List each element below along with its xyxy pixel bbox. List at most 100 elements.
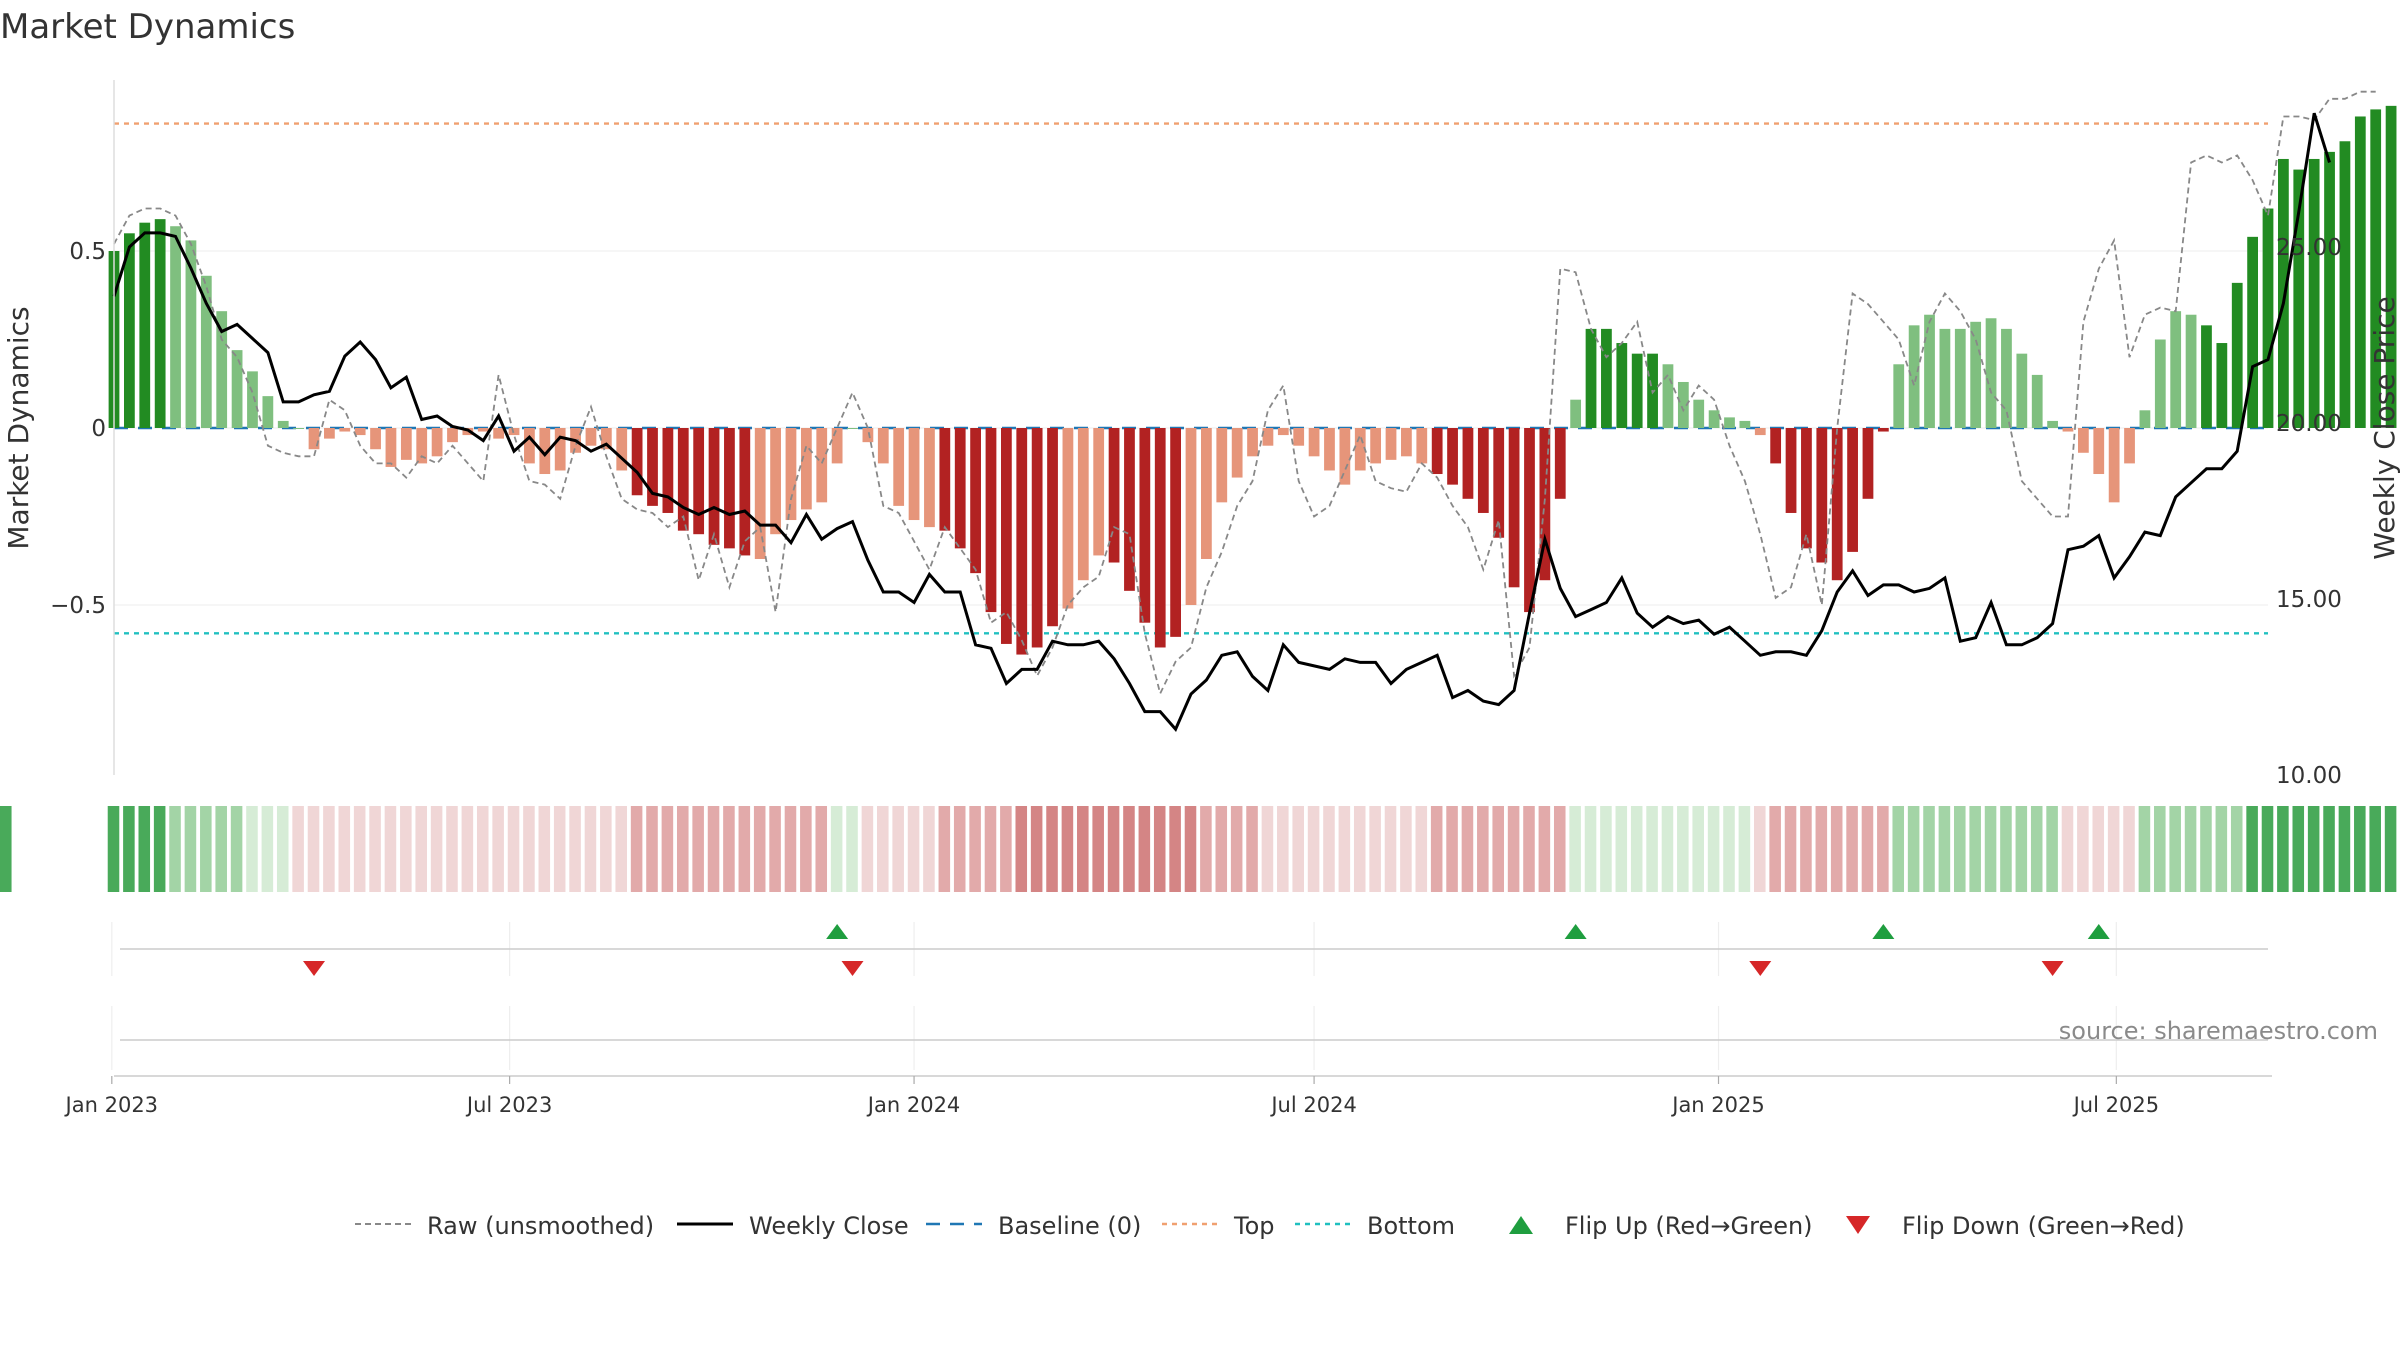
dynamics-bar [1616, 343, 1628, 428]
dynamics-bar [2170, 311, 2182, 428]
state-cell [1769, 806, 1781, 892]
y2-tick-label: 10.00 [2276, 763, 2342, 789]
legend: Raw (unsmoothed) Weekly Close Baseline (0)… [355, 1212, 2185, 1240]
state-cell [1477, 806, 1489, 892]
x-tick-label: Jan 2025 [1670, 1093, 1765, 1117]
dynamics-bar [1262, 428, 1274, 446]
dynamics-bar [1047, 428, 1058, 627]
state-cell [1384, 806, 1397, 892]
state-cell [1446, 806, 1458, 892]
dynamics-bar [447, 428, 458, 443]
dynamics-bar [1077, 428, 1089, 581]
state-cell [1615, 806, 1628, 892]
dynamics-bar [1877, 428, 1889, 432]
state-cell [1169, 806, 1181, 892]
flip-up-marker [1872, 924, 1895, 939]
x-tick-label: Jul 2025 [2072, 1093, 2159, 1117]
state-cell [830, 806, 843, 892]
dynamics-bar [1524, 428, 1535, 613]
dynamics-bar [1431, 428, 1443, 475]
state-cell [1430, 806, 1443, 892]
state-cell [1400, 806, 1412, 892]
dynamics-bar [216, 311, 228, 428]
dynamics-bar [277, 420, 289, 428]
dynamics-bar [1662, 364, 1674, 428]
dynamics-bar [1493, 428, 1505, 538]
dynamics-bar [339, 428, 351, 432]
state-cell [800, 806, 812, 892]
dynamics-bar [2339, 141, 2351, 428]
state-cell [338, 806, 351, 892]
flip-down-marker [303, 961, 326, 976]
state-cell [969, 806, 981, 892]
state-cell [1861, 806, 1874, 892]
x-tick-label: Jan 2024 [866, 1093, 961, 1117]
state-cell [0, 806, 12, 892]
state-cell [153, 806, 166, 892]
dynamics-bar [1201, 428, 1212, 559]
state-cell [1277, 806, 1289, 892]
dynamics-bar [893, 428, 905, 506]
state-cell [1938, 806, 1951, 892]
dynamics-bar [1801, 428, 1812, 549]
dynamics-bar [231, 350, 243, 428]
legend-label-close: Weekly Close [749, 1212, 909, 1240]
state-cell [553, 806, 566, 892]
dynamics-bar [2001, 328, 2012, 428]
state-cell [2123, 806, 2135, 892]
state-cell [1492, 806, 1504, 892]
dynamics-bar [2185, 314, 2197, 428]
dynamics-bar [1401, 428, 1412, 457]
state-cell [1538, 806, 1551, 892]
bar-series [108, 105, 2397, 655]
state-cell [1677, 806, 1689, 892]
dynamics-bar [1124, 428, 1135, 591]
y2-tick-label: 20.00 [2276, 411, 2342, 437]
state-cell [861, 806, 874, 892]
state-cell [1800, 806, 1812, 892]
state-cell [2384, 806, 2397, 892]
state-cell [1600, 806, 1612, 892]
flip-up-marker [1564, 924, 1587, 939]
dynamics-bar [693, 428, 705, 535]
state-cell [323, 806, 335, 892]
state-cell [369, 806, 381, 892]
dynamics-bar [724, 428, 735, 549]
dynamics-bar [2278, 158, 2289, 428]
state-cell [1692, 806, 1705, 892]
dynamics-bar [616, 428, 628, 471]
state-cell [1923, 806, 1935, 892]
flip-down-marker [2041, 961, 2064, 976]
x-tick-label: Jul 2024 [1269, 1093, 1356, 1117]
dynamics-bar [1370, 428, 1382, 464]
state-cell [953, 806, 966, 892]
state-cell [400, 806, 412, 892]
dynamics-bar [1862, 428, 1874, 499]
dynamics-bar [1247, 428, 1258, 457]
state-cell [738, 806, 751, 892]
close-series [112, 112, 2331, 732]
dynamics-bar [1677, 381, 1689, 428]
y2-axis-title: Weekly Close Price [2368, 296, 2400, 559]
state-cell [1507, 806, 1520, 892]
dynamics-bar [1170, 428, 1181, 637]
dynamics-bar [324, 428, 335, 439]
state-cell [1061, 806, 1074, 892]
flip-up-marker [826, 924, 849, 939]
dynamics-bar [185, 240, 197, 428]
dynamics-bar [585, 428, 597, 446]
state-cell [707, 806, 720, 892]
state-cell [1815, 806, 1828, 892]
dynamics-bar [385, 428, 397, 467]
state-cell [784, 806, 797, 892]
state-cell [2292, 806, 2305, 892]
dynamics-bar [2093, 428, 2105, 475]
state-cell [1092, 806, 1104, 892]
state-cell [569, 806, 581, 892]
state-cell [1338, 806, 1351, 892]
state-cell [276, 806, 289, 892]
state-cell [1461, 806, 1474, 892]
legend-label-top: Top [1233, 1212, 1275, 1240]
state-cell [2046, 806, 2058, 892]
state-cell [200, 806, 212, 892]
